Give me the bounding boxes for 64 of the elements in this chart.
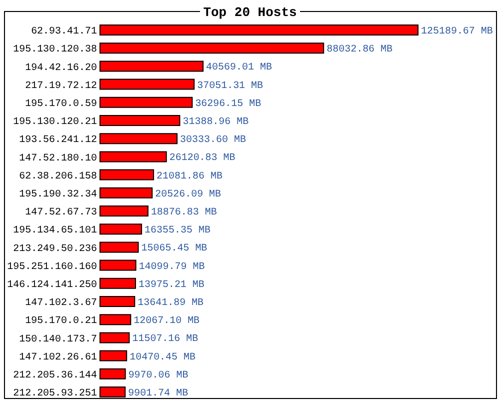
bar (100, 115, 180, 126)
y-tick-label: 195.130.120.38 (13, 44, 98, 55)
data-label: 36296.15 MB (195, 98, 262, 109)
data-label: 40569.01 MB (206, 62, 272, 73)
y-tick-label: 195.170.0.59 (25, 98, 98, 109)
bar (100, 386, 126, 398)
y-tick-label: 195.134.65.101 (13, 224, 98, 236)
y-tick-label: 146.124.141.250 (7, 278, 98, 290)
data-label: 31388.96 MB (182, 116, 249, 127)
data-label: 88032.86 MB (326, 44, 393, 55)
bar (100, 314, 132, 326)
y-tick-label: 194.42.16.20 (25, 62, 98, 73)
data-label: 13641.89 MB (138, 296, 204, 308)
data-label: 11507.16 MB (132, 333, 198, 344)
y-tick-label: 147.52.67.73 (25, 206, 98, 218)
bar (100, 224, 142, 235)
data-label: 14099.79 MB (138, 260, 205, 272)
data-label: 9970.06 MB (128, 369, 188, 380)
y-tick-label: 212.205.36.144 (13, 369, 98, 380)
bar (100, 78, 195, 90)
bar (100, 24, 418, 36)
y-tick-label: 195.130.120.21 (13, 116, 98, 128)
y-tick-label: 193.56.241.12 (19, 134, 97, 146)
data-label: 13975.21 MB (138, 278, 204, 290)
y-tick-label: 213.249.50.236 (13, 242, 98, 254)
data-label: 10470.45 MB (130, 351, 196, 362)
bar (100, 242, 139, 253)
y-tick-label: 150.140.173.7 (19, 333, 97, 344)
bar (100, 278, 136, 289)
data-label: 37051.31 MB (197, 80, 264, 91)
bar (100, 187, 153, 198)
y-tick-label: 195.190.32.34 (19, 188, 97, 200)
bar (100, 96, 193, 108)
data-label: 18876.83 MB (150, 206, 217, 218)
bar (100, 60, 204, 72)
bar (100, 151, 167, 162)
data-label: 125189.67 MB (420, 26, 493, 36)
data-label: 20526.09 MB (155, 188, 222, 200)
data-label: 26120.83 MB (169, 152, 236, 164)
bar (100, 205, 148, 216)
y-tick-label: 147.102.3.67 (25, 297, 98, 308)
bar (100, 260, 136, 271)
chart-title: Top 20 Hosts (200, 5, 300, 20)
data-label: 16355.35 MB (144, 224, 210, 236)
y-tick-label: 62.93.41.71 (31, 26, 97, 37)
bar (100, 350, 128, 362)
y-tick-label: 147.52.180.10 (19, 152, 97, 164)
bar (100, 368, 126, 380)
y-tick-label: 147.102.26.61 (19, 351, 97, 362)
bar (100, 133, 178, 144)
y-tick-label: 212.205.93.251 (13, 388, 98, 399)
y-tick-label: 217.19.72.12 (25, 80, 98, 91)
data-label: 12067.10 MB (134, 315, 200, 326)
data-label: 21081.86 MB (156, 170, 222, 182)
y-tick-label: 62.38.206.158 (19, 170, 97, 182)
data-label: 15065.45 MB (141, 242, 208, 254)
bar (100, 169, 154, 180)
y-tick-label: 195.170.0.21 (25, 315, 98, 326)
bar (100, 42, 324, 54)
data-label: 9901.74 MB (128, 387, 188, 398)
y-tick-label: 195.251.160.160 (7, 260, 98, 272)
bar (100, 296, 136, 307)
data-label: 30333.60 MB (180, 134, 246, 146)
bar (100, 332, 130, 344)
